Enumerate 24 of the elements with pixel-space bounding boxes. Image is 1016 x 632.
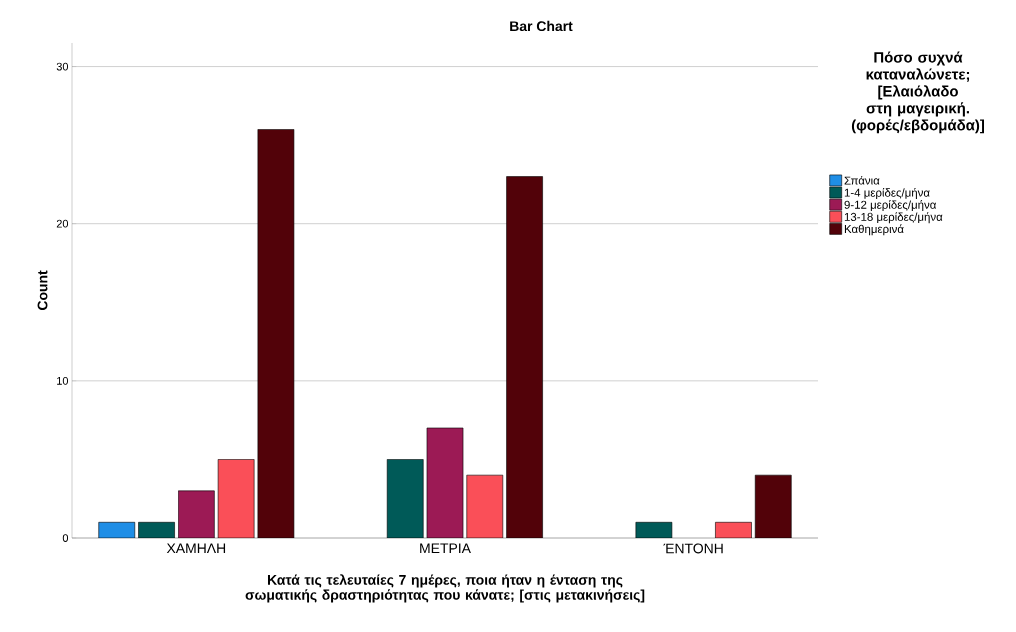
bar (386, 459, 424, 538)
y-axis-title: Count (37, 270, 48, 311)
bar (217, 459, 255, 538)
y-tick-label: 0 (62, 534, 69, 542)
legend-label: Σπάνια (844, 175, 880, 185)
legend-label: 9-12 μερίδες/μήνα (844, 200, 937, 212)
x-axis-title: Κατά τις τελευταίες 7 ημέρες, ποια ήταν η ένταση της σωματικής δραστηριότητας που κάνατε; [στις μετακινήσεις] (245, 574, 645, 603)
legend-title: Πόσο συχνά καταναλώνετε; [Ελαιόλαδο στη μαγειρική. (φορές/εβδομάδα)] (851, 51, 984, 134)
legend-label: 13-18 μερίδες/μήνα (844, 212, 943, 224)
x-tick-label: ΧΑΜΗΛΗ (166, 543, 226, 554)
y-tick-label: 10 (57, 376, 69, 385)
chart-title: Bar Chart (510, 20, 573, 32)
bar (257, 129, 295, 538)
bar (426, 427, 464, 538)
y-tick-label: 30 (56, 62, 69, 71)
bar (466, 474, 504, 538)
x-tick-label: ΈΝΤΟΝΗ (663, 543, 723, 554)
bar (178, 490, 215, 538)
legend-label: 1-4 μερίδες/μήνα (844, 188, 930, 199)
bar (754, 474, 792, 538)
legend-label: Καθημερινά (844, 224, 904, 236)
y-tick-label: 20 (56, 219, 69, 228)
bar (506, 176, 543, 538)
x-tick-label: ΜΕΤΡΙΑ (420, 543, 471, 554)
